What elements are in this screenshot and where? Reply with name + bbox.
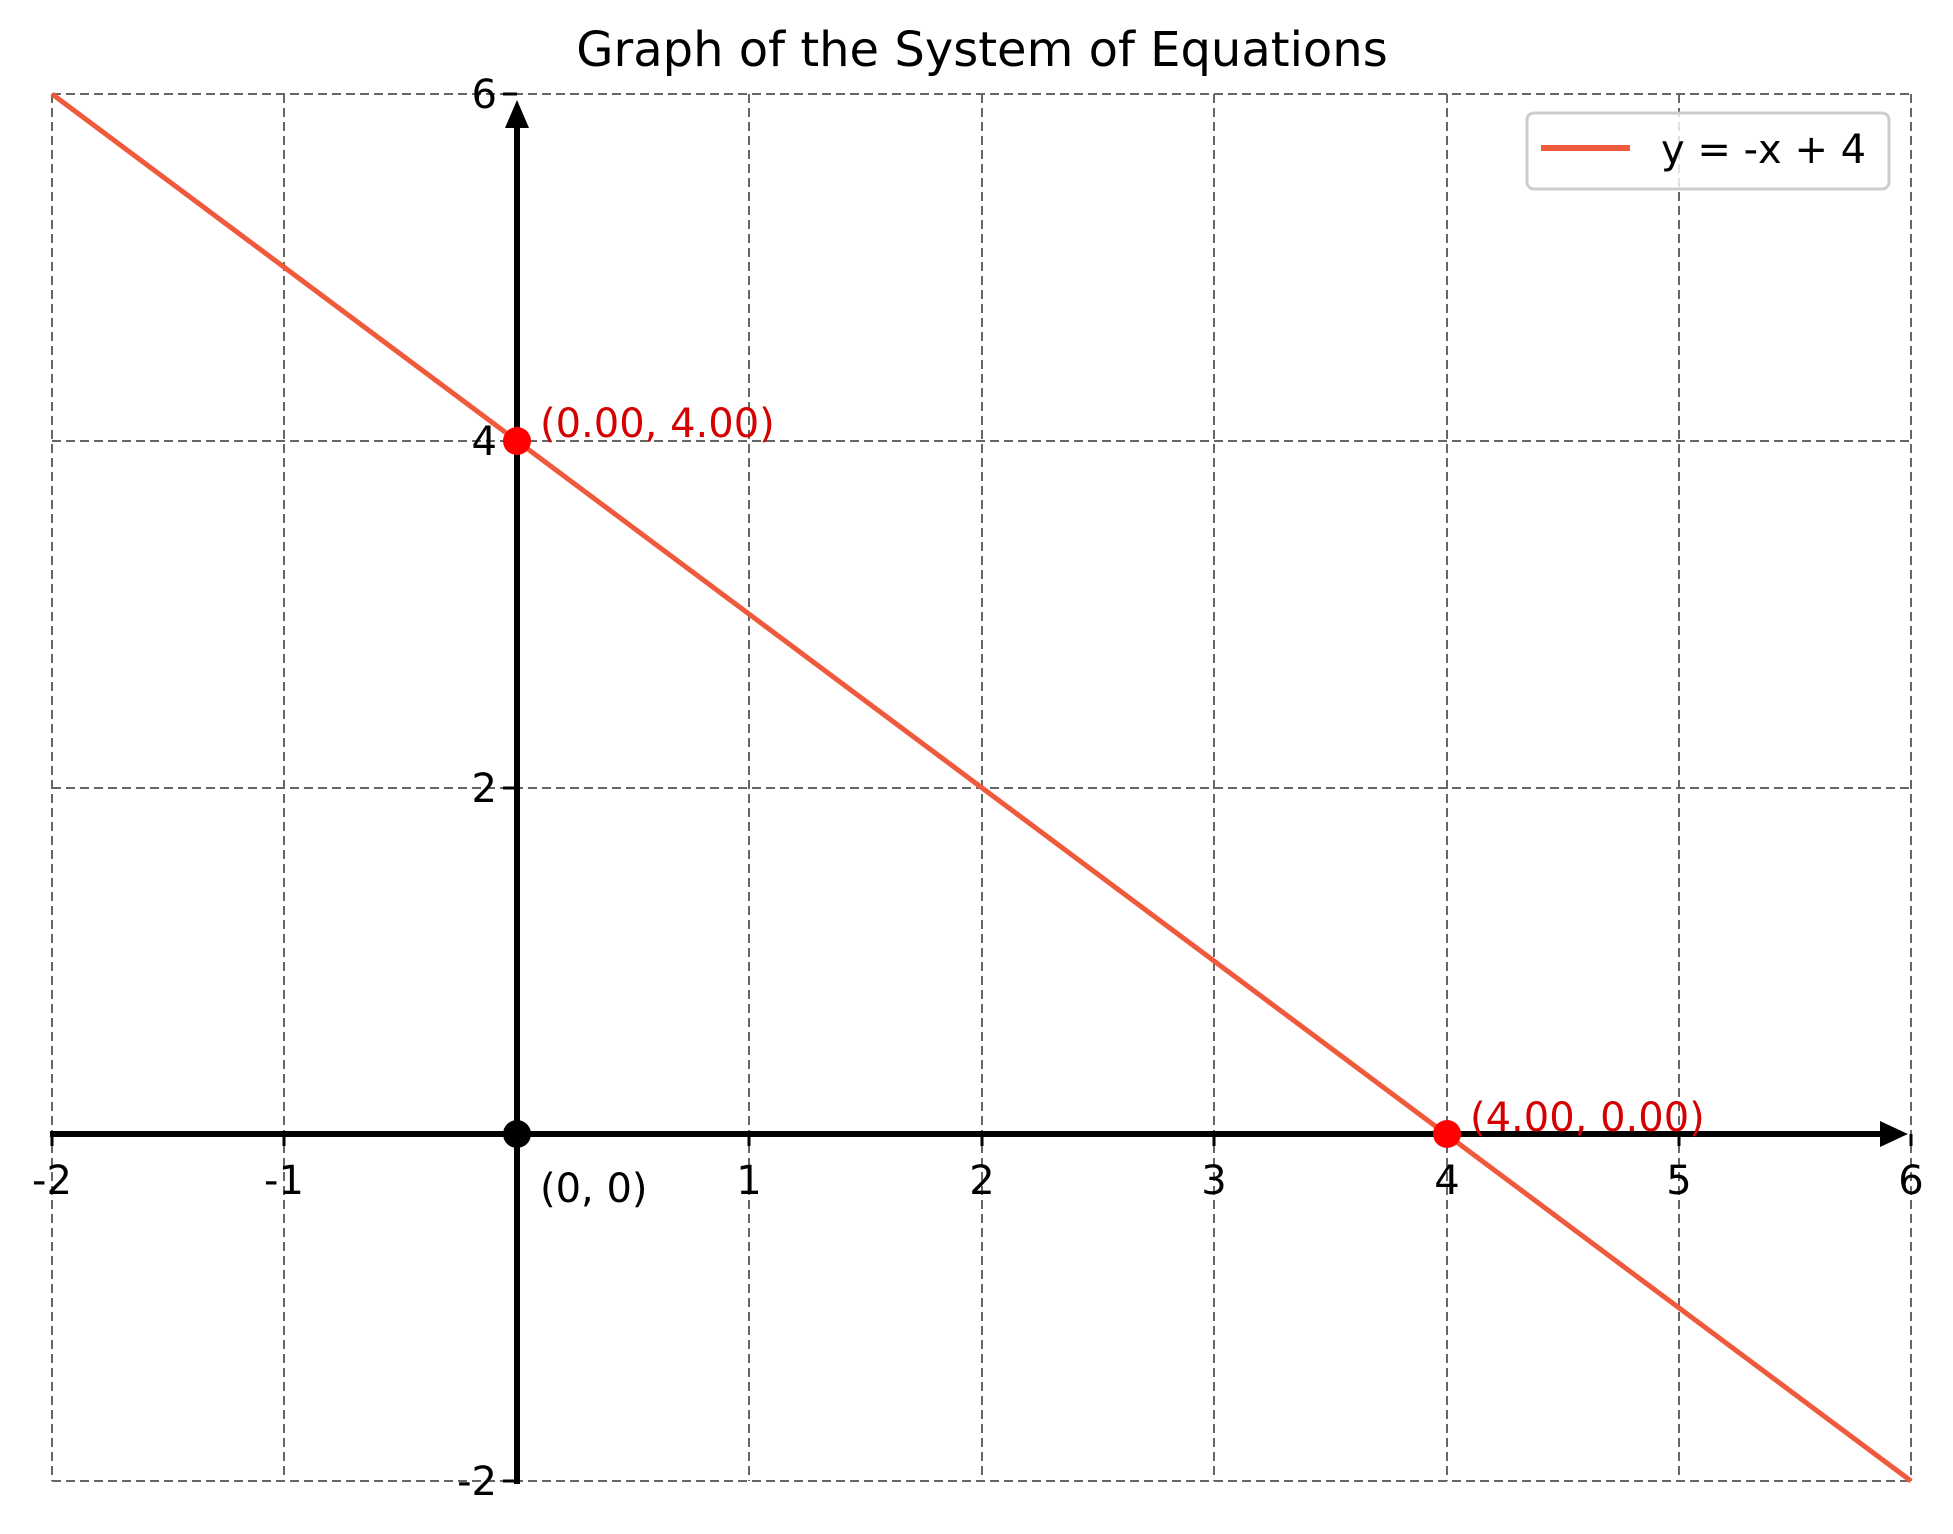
x-tick-label: 2 <box>969 1158 994 1204</box>
y-intercept-point <box>503 427 531 455</box>
origin-point <box>503 1120 531 1148</box>
x-axis-arrow-icon <box>1880 1121 1908 1147</box>
line-y-equals-neg-x-plus-4 <box>50 91 1913 1484</box>
x-tick-label: -1 <box>264 1158 304 1204</box>
x-tick-label: 4 <box>1434 1158 1459 1204</box>
x-tick-label: 1 <box>736 1158 761 1204</box>
y-tick-label: 4 <box>472 419 497 465</box>
y-tick-label: -2 <box>457 1459 497 1505</box>
origin-label: (0, 0) <box>540 1166 648 1212</box>
chart-title: Graph of the System of Equations <box>576 22 1387 78</box>
x-intercept-label: (4.00, 0.00) <box>1470 1095 1705 1141</box>
x-tick-label: -2 <box>32 1158 72 1204</box>
legend-label: y = -x + 4 <box>1661 127 1866 173</box>
y-intercept-label: (0.00, 4.00) <box>540 401 775 447</box>
y-tick-label: 2 <box>472 766 497 812</box>
y-axis <box>503 92 529 1484</box>
x-tick-label: 3 <box>1201 1158 1226 1204</box>
x-tick-label: 5 <box>1666 1158 1691 1204</box>
y-axis-arrow-icon <box>505 100 529 128</box>
x-intercept-point <box>1433 1120 1461 1148</box>
x-axis <box>50 1121 1913 1147</box>
y-tick-label: 6 <box>472 72 497 118</box>
y-tick-labels: 6 4 2 -2 <box>457 72 497 1505</box>
x-tick-labels: -2 -1 1 2 3 4 5 6 <box>32 1158 1924 1204</box>
x-tick-label: 6 <box>1898 1158 1923 1204</box>
legend: y = -x + 4 <box>1525 111 1891 191</box>
